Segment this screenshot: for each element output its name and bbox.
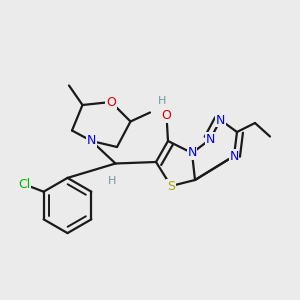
Text: H: H <box>108 176 117 187</box>
Text: Cl: Cl <box>18 178 30 191</box>
Text: N: N <box>229 149 239 163</box>
Text: H: H <box>158 95 166 106</box>
Text: S: S <box>167 179 175 193</box>
Text: N: N <box>205 133 215 146</box>
Text: O: O <box>106 95 116 109</box>
Text: O: O <box>162 109 171 122</box>
Text: N: N <box>187 146 197 160</box>
Text: N: N <box>216 113 225 127</box>
Text: N: N <box>87 134 96 148</box>
